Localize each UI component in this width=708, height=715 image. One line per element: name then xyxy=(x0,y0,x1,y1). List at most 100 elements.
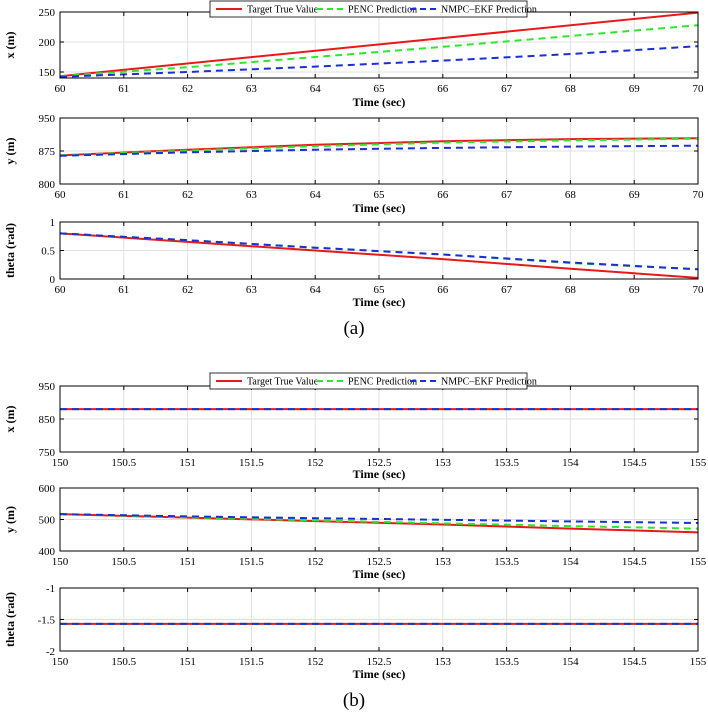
x-tick-label: 155 xyxy=(690,556,707,568)
x-tick-label: 65 xyxy=(374,189,386,201)
x-tick-label: 153.5 xyxy=(494,656,519,668)
x-tick-label: 154 xyxy=(562,656,579,668)
series-line-penc xyxy=(59,24,699,78)
x-tick-label: 152.5 xyxy=(367,656,392,668)
series-line-nmpc xyxy=(59,232,699,271)
x-tick-label: 65 xyxy=(374,83,386,95)
x-axis-label: Time (sec) xyxy=(353,295,406,309)
x-tick-label: 153 xyxy=(435,656,452,668)
x-tick-label: 61 xyxy=(118,284,129,296)
legend-label-penc: PENC Prediction xyxy=(348,5,417,16)
subplot-y: 150 150.5 151 151.5 152 152.5 153 153.5 154 154.5… xyxy=(3,483,707,581)
x-tick-label: 66 xyxy=(437,83,449,95)
series-line-nmpc xyxy=(59,144,699,157)
y-tick-label: 400 xyxy=(39,546,56,558)
x-tick-label: 150.5 xyxy=(111,556,136,568)
series-line-penc xyxy=(59,137,699,157)
legend: Target True Value PENC Prediction NMPC–EKF… xyxy=(209,372,537,390)
subplot-x: 60 61 62 63 64 65 66 67 68 69 70 150 200 250 Time (sec… xyxy=(3,7,704,109)
x-tick-label: 68 xyxy=(565,83,577,95)
y-tick-label: 500 xyxy=(39,515,56,527)
x-tick-label: 64 xyxy=(310,83,322,95)
x-tick-label: 61 xyxy=(118,189,129,201)
y-tick-label: 0 xyxy=(50,274,56,286)
x-tick-label: 62 xyxy=(182,189,193,201)
figure-caption: (b) xyxy=(343,690,365,711)
subplot-theta: 60 61 62 63 64 65 66 67 68 69 70 0 0.5 1 Time (sec) the… xyxy=(3,217,704,309)
x-tick-label: 67 xyxy=(501,284,513,296)
x-tick-label: 68 xyxy=(565,189,577,201)
x-tick-label: 152.5 xyxy=(367,457,392,469)
x-tick-label: 64 xyxy=(310,284,322,296)
x-tick-label: 153 xyxy=(435,457,452,469)
x-tick-label: 69 xyxy=(629,189,641,201)
figure-a: 60 61 62 63 64 65 66 67 68 69 70 150 200 250 Time (sec… xyxy=(3,0,704,339)
x-tick-label: 150.5 xyxy=(111,656,136,668)
x-tick-label: 152 xyxy=(307,457,324,469)
x-tick-label: 66 xyxy=(437,189,449,201)
legend-label-true: Target True Value xyxy=(247,5,319,16)
x-tick-label: 69 xyxy=(629,83,641,95)
x-tick-label: 151.5 xyxy=(239,556,264,568)
x-tick-label: 152.5 xyxy=(367,556,392,568)
y-axis-label: theta (rad) xyxy=(3,223,17,278)
x-tick-label: 151 xyxy=(179,556,196,568)
y-axis-label: x (m) xyxy=(3,32,17,59)
x-tick-label: 154 xyxy=(562,457,579,469)
legend-label-penc: PENC Prediction xyxy=(348,377,417,388)
y-axis-label: x (m) xyxy=(3,406,17,433)
x-tick-label: 62 xyxy=(182,83,193,95)
series-line-nmpc xyxy=(59,45,699,78)
series-line-true xyxy=(59,137,699,157)
x-tick-label: 64 xyxy=(310,189,322,201)
legend-label-nmpc: NMPC–EKF Prediction xyxy=(441,5,537,16)
y-tick-label: 0.5 xyxy=(41,246,55,258)
y-tick-label: 150 xyxy=(39,67,56,79)
x-tick-label: 151.5 xyxy=(239,457,264,469)
x-axis-label: Time (sec) xyxy=(353,467,406,481)
x-tick-label: 152 xyxy=(307,656,324,668)
x-tick-label: 70 xyxy=(693,83,705,95)
subplot-y: 60 61 62 63 64 65 66 67 68 69 70 800 875 950 Time (sec… xyxy=(3,113,704,215)
legend-label-nmpc: NMPC–EKF Prediction xyxy=(441,377,537,388)
y-tick-label: 800 xyxy=(39,179,56,191)
y-tick-label: -1 xyxy=(46,583,55,595)
x-tick-label: 65 xyxy=(374,284,386,296)
y-tick-label: 250 xyxy=(39,7,56,19)
legend-box xyxy=(209,372,528,390)
x-tick-label: 154.5 xyxy=(622,457,647,469)
y-tick-label: 875 xyxy=(39,146,56,158)
series-line-nmpc xyxy=(59,513,699,524)
x-tick-label: 62 xyxy=(182,284,193,296)
subplot-theta: 150 150.5 151 151.5 152 152.5 153 153.5 154 154.5… xyxy=(3,583,707,681)
x-tick-label: 67 xyxy=(501,189,513,201)
y-tick-label: 950 xyxy=(39,381,56,393)
x-tick-label: 70 xyxy=(693,189,705,201)
y-tick-label: 200 xyxy=(39,37,56,49)
legend-box xyxy=(209,0,528,18)
series-line-true xyxy=(59,11,699,78)
x-tick-label: 154.5 xyxy=(622,656,647,668)
y-tick-label: 850 xyxy=(39,414,56,426)
x-axis-label: Time (sec) xyxy=(353,201,406,215)
x-tick-label: 153 xyxy=(435,556,452,568)
series-line-true xyxy=(59,513,699,534)
x-tick-label: 63 xyxy=(246,83,258,95)
x-tick-label: 66 xyxy=(437,284,449,296)
x-tick-label: 68 xyxy=(565,284,577,296)
x-tick-label: 63 xyxy=(246,189,258,201)
x-tick-label: 151 xyxy=(179,656,196,668)
series-line-true xyxy=(59,232,699,279)
x-tick-label: 154 xyxy=(562,556,579,568)
x-tick-label: 60 xyxy=(55,83,67,95)
subplot-x: 150 150.5 151 151.5 152 152.5 153 153.5 154 154.5… xyxy=(3,381,707,481)
x-tick-label: 152 xyxy=(307,556,324,568)
series-line-penc xyxy=(59,513,699,530)
y-tick-label: 600 xyxy=(39,483,56,495)
figure-caption: (a) xyxy=(343,318,364,339)
x-tick-label: 67 xyxy=(501,83,513,95)
x-tick-label: 154.5 xyxy=(622,556,647,568)
x-tick-label: 69 xyxy=(629,284,641,296)
x-tick-label: 61 xyxy=(118,83,129,95)
x-tick-label: 151.5 xyxy=(239,656,264,668)
